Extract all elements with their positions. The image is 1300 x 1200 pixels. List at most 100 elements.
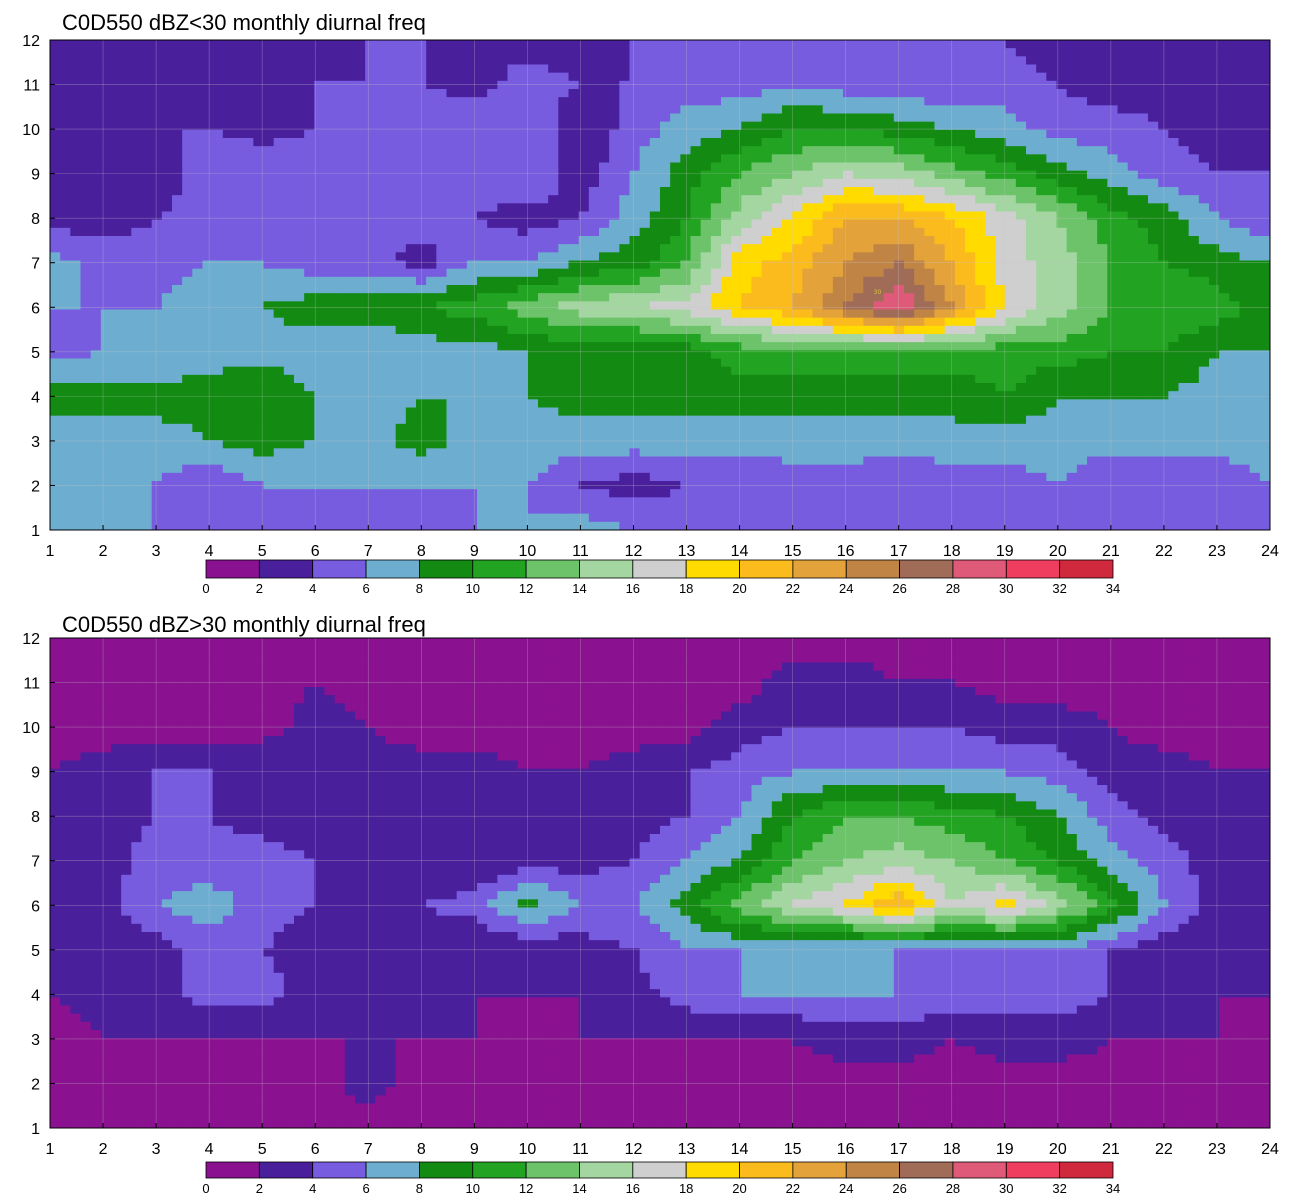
contour-cell — [1249, 203, 1261, 213]
contour-cell — [395, 325, 407, 335]
contour-cell — [304, 276, 315, 286]
contour-cell — [771, 105, 783, 115]
contour-cell — [1229, 268, 1241, 278]
contour-cell — [466, 162, 478, 172]
contour-cell — [426, 105, 437, 115]
contour-cell — [843, 366, 854, 376]
contour-cell — [426, 72, 437, 82]
contour-cell — [578, 80, 590, 90]
contour-cell — [1259, 80, 1270, 90]
contour-cell — [812, 366, 824, 376]
contour-cell — [1209, 260, 1220, 270]
contour-cell — [1066, 203, 1078, 213]
contour-cell — [263, 317, 275, 327]
contour-cell — [385, 252, 397, 262]
contour-cell — [416, 350, 427, 360]
contour-cell — [202, 252, 214, 262]
contour-cell — [741, 227, 753, 237]
contour-cell — [741, 285, 753, 294]
contour-cell — [538, 146, 549, 155]
contour-cell — [50, 129, 61, 139]
contour-cell — [1178, 358, 1190, 368]
contour-cell — [324, 268, 336, 278]
contour-cell — [1056, 342, 1068, 351]
contour-cell — [1188, 301, 1200, 311]
contour-cell — [100, 236, 112, 245]
contour-cell — [975, 64, 986, 74]
contour-cell — [1198, 80, 1210, 90]
contour-cell — [1168, 227, 1180, 237]
contour-cell — [1097, 260, 1108, 270]
contour-cell — [954, 309, 966, 319]
contour-cell — [1046, 105, 1058, 115]
contour-cell — [731, 80, 742, 90]
contour-cell — [365, 162, 376, 172]
contour-cell — [1097, 252, 1108, 262]
contour-cell — [619, 97, 631, 106]
contour-cell — [680, 154, 692, 164]
contour-cell — [853, 276, 864, 286]
contour-cell — [649, 252, 661, 262]
contour-cell — [853, 301, 864, 311]
contour-cell — [975, 178, 986, 188]
contour-cell — [1117, 40, 1129, 49]
contour-cell — [782, 244, 793, 253]
contour-cell — [497, 342, 509, 351]
contour-cell — [100, 317, 112, 327]
contour-cell — [233, 317, 244, 327]
contour-cell — [487, 260, 498, 270]
contour-cell — [670, 64, 681, 74]
contour-cell — [700, 72, 712, 82]
contour-cell — [141, 374, 153, 384]
contour-cell — [1127, 113, 1139, 123]
contour-cell — [466, 80, 478, 90]
contour-cell — [1209, 121, 1220, 131]
contour-cell — [1056, 293, 1068, 302]
contour-cell — [568, 358, 580, 368]
contour-cell — [314, 227, 326, 237]
contour-cell — [1229, 64, 1241, 74]
contour-cell — [995, 334, 1007, 343]
contour-cell — [558, 178, 570, 188]
contour-cell — [182, 80, 193, 90]
contour-cell — [1076, 154, 1088, 164]
contour-cell — [324, 276, 336, 286]
contour-cell — [771, 350, 783, 360]
contour-cell — [934, 268, 946, 278]
contour-cell — [466, 227, 478, 237]
contour-cell — [629, 178, 641, 188]
contour-cell — [1249, 146, 1261, 155]
contour-cell — [538, 187, 549, 196]
contour-cell — [599, 138, 610, 147]
contour-cell — [1239, 236, 1251, 245]
contour-cell — [782, 260, 793, 270]
contour-cell — [578, 48, 590, 57]
contour-cell — [375, 162, 387, 172]
contour-cell — [751, 268, 763, 278]
contour-cell — [893, 325, 905, 335]
contour-cell — [344, 293, 356, 302]
contour-cell — [599, 195, 610, 204]
contour-cell — [893, 129, 905, 139]
contour-cell — [141, 48, 153, 57]
contour-cell — [731, 121, 742, 131]
contour-cell — [843, 187, 854, 196]
contour-cell — [60, 48, 71, 57]
contour-cell — [741, 268, 753, 278]
contour-cell — [680, 113, 692, 123]
contour-cell — [1158, 113, 1169, 123]
contour-cell — [822, 211, 834, 221]
contour-cell — [507, 48, 519, 57]
contour-cell — [924, 56, 936, 66]
contour-cell — [924, 244, 936, 253]
contour-cell — [1239, 187, 1251, 196]
contour-cell — [517, 366, 529, 376]
contour-cell — [934, 162, 946, 172]
contour-cell — [172, 236, 183, 245]
contour-cell — [883, 195, 895, 204]
contour-cell — [965, 301, 976, 311]
contour-cell — [954, 195, 966, 204]
contour-cell — [578, 154, 590, 164]
contour-cell — [212, 56, 224, 66]
contour-cell — [172, 342, 183, 351]
